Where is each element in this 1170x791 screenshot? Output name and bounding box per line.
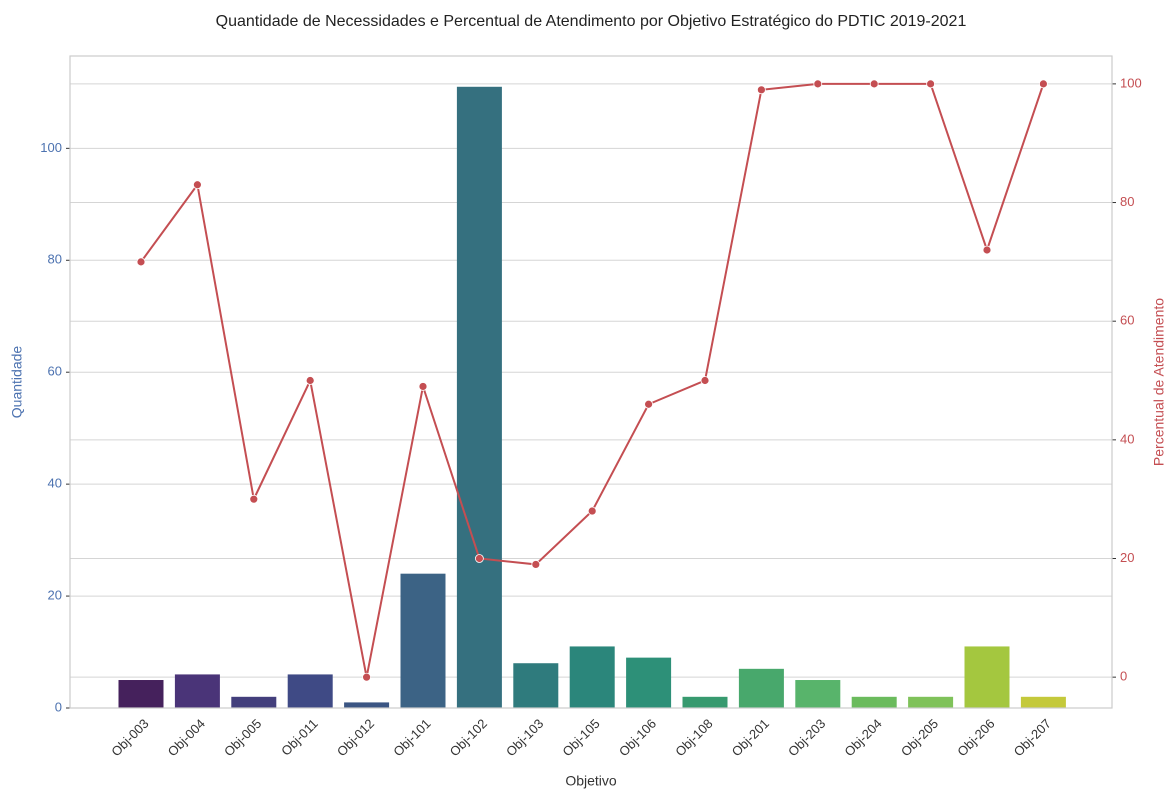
- line: [140, 82, 1045, 678]
- bar: [569, 646, 615, 708]
- y-tick-label: 40: [48, 476, 62, 491]
- bar: [626, 657, 672, 708]
- x-tick-label: Obj-105: [559, 716, 602, 759]
- y-tick-label: 20: [48, 588, 62, 603]
- x-tick-label: Obj-203: [785, 716, 828, 759]
- bar: [795, 680, 841, 708]
- bar: [456, 86, 502, 708]
- y2-tick-label: 100: [1120, 75, 1142, 90]
- chart-title: Quantidade de Necessidades e Percentual …: [216, 13, 967, 30]
- bar: [738, 668, 784, 708]
- line-point: [813, 79, 823, 89]
- x-tick-label: Obj-207: [1011, 716, 1054, 759]
- x-tick-label: Obj-201: [729, 716, 772, 759]
- bar: [964, 646, 1010, 708]
- line-point: [757, 85, 766, 95]
- line-point: [926, 79, 935, 89]
- x-tick-label: Obj-108: [672, 716, 715, 759]
- line-point: [587, 506, 597, 516]
- bar: [1020, 696, 1066, 708]
- x-tick-label: Obj-004: [165, 716, 208, 759]
- x-tick-label: Obj-012: [334, 716, 377, 759]
- y2-tick-label: 60: [1120, 313, 1134, 328]
- line-point: [362, 672, 372, 682]
- x-tick-label: Obj-101: [390, 716, 433, 759]
- x-tick-label: Obj-011: [278, 716, 321, 759]
- bar: [231, 696, 277, 708]
- y2-tick-label: 80: [1120, 194, 1134, 209]
- bar: [851, 696, 897, 708]
- y-tick-label: 100: [40, 140, 62, 155]
- y-tick-label: 0: [55, 699, 62, 714]
- x-tick-label: Obj-204: [841, 716, 884, 759]
- x-tick-label: Obj-102: [447, 716, 490, 759]
- x-axis-label: Objetivo: [565, 773, 617, 789]
- x-tick-label: Obj-005: [221, 716, 264, 759]
- line-point: [418, 382, 428, 391]
- line-point: [700, 376, 710, 385]
- bar: [400, 573, 446, 708]
- line-point: [1039, 79, 1048, 89]
- grid: [70, 83, 1112, 709]
- bar: [118, 680, 164, 708]
- x-tick-label: Obj-103: [503, 716, 546, 759]
- bar: [682, 696, 728, 708]
- bar: [513, 663, 559, 708]
- bar: [287, 674, 333, 708]
- x-tick-label: Obj-205: [898, 716, 941, 759]
- y-axis-label: Quantidade: [9, 346, 25, 419]
- line-point: [531, 560, 541, 569]
- line-point: [305, 376, 315, 385]
- line-point: [982, 245, 992, 255]
- plot-frame: [69, 55, 1113, 709]
- y2-tick-label: 40: [1120, 431, 1134, 446]
- y2-tick-label: 0: [1120, 669, 1127, 684]
- line-point: [192, 180, 202, 190]
- line-point: [869, 79, 879, 89]
- x-tick-label: Obj-003: [108, 716, 151, 759]
- y2-axis-label: Percentual de Atendimento: [1151, 298, 1167, 466]
- line-point: [136, 257, 146, 267]
- bar: [344, 702, 390, 708]
- x-tick-label: Obj-206: [954, 716, 997, 759]
- y-tick-label: 80: [48, 252, 62, 267]
- y2-tick-label: 20: [1120, 550, 1134, 565]
- x-tick-label: Obj-106: [616, 716, 659, 759]
- line-point: [644, 399, 653, 409]
- y-tick-label: 60: [48, 364, 62, 379]
- bar: [174, 674, 220, 708]
- line-point: [249, 494, 259, 504]
- line-point: [474, 554, 484, 563]
- bar: [908, 696, 954, 708]
